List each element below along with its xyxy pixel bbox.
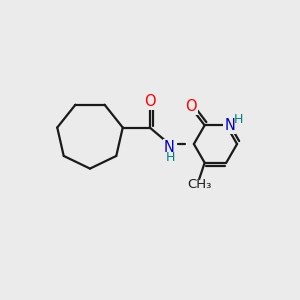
Text: N: N — [164, 140, 175, 155]
Text: H: H — [166, 151, 175, 164]
Text: O: O — [185, 99, 197, 114]
Text: H: H — [234, 113, 244, 126]
Text: O: O — [144, 94, 156, 109]
Text: CH₃: CH₃ — [187, 178, 211, 191]
Text: N: N — [224, 118, 235, 133]
